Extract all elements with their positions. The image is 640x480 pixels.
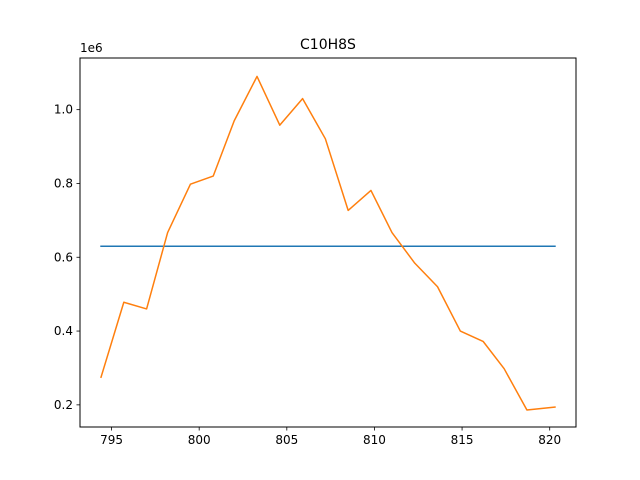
y-tick-label: 1.0 — [54, 103, 73, 117]
y-offset-label: 1e6 — [80, 41, 103, 55]
x-tick-label: 805 — [275, 433, 298, 447]
x-tick-label: 810 — [363, 433, 386, 447]
plot-series — [100, 75, 556, 411]
x-tick-label: 820 — [538, 433, 561, 447]
y-tick-label: 0.6 — [54, 250, 73, 264]
chart-title: C10H8S — [300, 37, 356, 53]
y-tick-label: 0.4 — [54, 324, 73, 338]
x-tick-label: 795 — [100, 433, 123, 447]
y-axis: 0.2 0.4 0.6 0.8 1.0 — [54, 103, 80, 412]
x-axis: 795 800 805 810 815 820 — [100, 427, 561, 447]
x-tick-label: 815 — [451, 433, 474, 447]
series-line-1 — [100, 75, 556, 411]
y-tick-label: 0.2 — [54, 398, 73, 412]
plot-frame — [79, 57, 577, 428]
y-tick-label: 0.8 — [54, 176, 73, 190]
x-tick-label: 800 — [188, 433, 211, 447]
